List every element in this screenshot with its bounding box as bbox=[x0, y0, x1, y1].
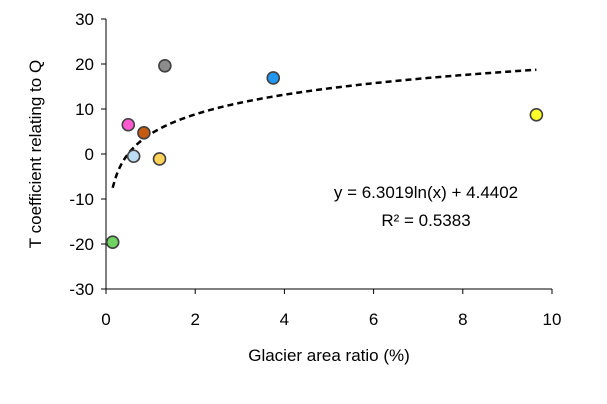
x-axis-title: Glacier area ratio (%) bbox=[248, 346, 410, 365]
data-point bbox=[266, 71, 281, 85]
x-tick-label: 8 bbox=[458, 310, 467, 329]
data-point bbox=[121, 117, 136, 132]
data-point bbox=[158, 59, 172, 73]
tick-labels: -30 -20 -10 0 10 20 30 0 2 4 6 8 10 bbox=[69, 10, 561, 329]
y-tick-label: -10 bbox=[69, 190, 94, 209]
data-points bbox=[105, 59, 544, 249]
r-squared-label: R² = 0.5383 bbox=[381, 211, 470, 230]
data-point bbox=[126, 149, 141, 164]
y-tick-label: 0 bbox=[85, 145, 94, 164]
data-point bbox=[105, 235, 120, 249]
data-point bbox=[529, 108, 544, 122]
y-tick-label: -30 bbox=[69, 280, 94, 299]
y-tick-label: 20 bbox=[75, 55, 94, 74]
x-tick-label: 2 bbox=[190, 310, 199, 329]
y-tick-label: -20 bbox=[69, 235, 94, 254]
y-tick-label: 10 bbox=[75, 100, 94, 119]
y-axis-title: T coefficient relating to Q bbox=[26, 60, 45, 248]
y-tick-label: 30 bbox=[75, 10, 94, 29]
x-tick-label: 0 bbox=[101, 310, 110, 329]
data-point bbox=[152, 152, 167, 166]
x-tick-label: 10 bbox=[543, 310, 562, 329]
x-tick-label: 6 bbox=[369, 310, 378, 329]
trendline bbox=[111, 68, 537, 189]
equation-label: y = 6.3019ln(x) + 4.4402 bbox=[334, 183, 518, 202]
data-point bbox=[137, 126, 151, 140]
axes bbox=[101, 18, 553, 294]
x-tick-label: 4 bbox=[280, 310, 289, 329]
